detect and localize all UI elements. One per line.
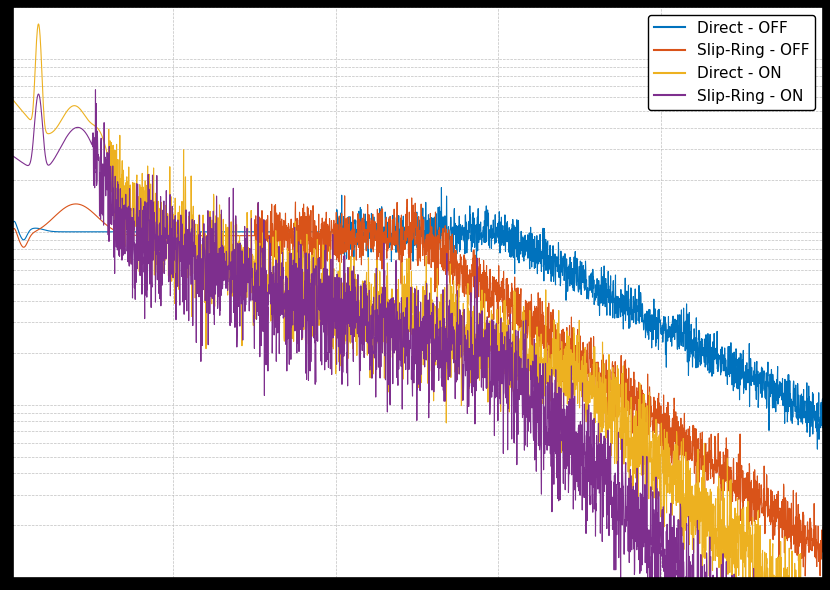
Direct - ON xyxy=(715,508,725,515)
Line: Direct - OFF: Direct - OFF xyxy=(12,188,823,449)
Direct - OFF xyxy=(715,356,725,363)
Direct - ON xyxy=(149,228,159,235)
Slip-Ring - ON xyxy=(100,153,110,160)
Slip-Ring - OFF xyxy=(354,235,364,242)
Slip-Ring - OFF xyxy=(100,220,110,227)
Direct - ON xyxy=(319,317,329,324)
Slip-Ring - OFF xyxy=(800,572,810,579)
Slip-Ring - ON xyxy=(319,265,329,272)
Direct - ON xyxy=(33,21,43,28)
Direct - OFF xyxy=(148,228,158,235)
Slip-Ring - ON xyxy=(354,333,364,340)
Direct - OFF xyxy=(818,422,828,430)
Direct - OFF xyxy=(319,228,329,235)
Direct - OFF xyxy=(354,217,364,224)
Line: Slip-Ring - OFF: Slip-Ring - OFF xyxy=(12,196,823,576)
Line: Slip-Ring - ON: Slip-Ring - ON xyxy=(12,90,823,590)
Direct - ON xyxy=(7,96,17,103)
Direct - OFF xyxy=(437,184,447,191)
Slip-Ring - OFF xyxy=(818,524,828,531)
Slip-Ring - OFF xyxy=(319,245,329,253)
Slip-Ring - OFF xyxy=(339,192,349,199)
Line: Direct - ON: Direct - ON xyxy=(12,24,823,590)
Slip-Ring - ON xyxy=(90,86,100,93)
Direct - ON xyxy=(354,283,364,290)
Direct - OFF xyxy=(803,417,813,424)
Slip-Ring - OFF xyxy=(715,448,725,455)
Slip-Ring - OFF xyxy=(7,226,17,233)
Direct - OFF xyxy=(100,228,110,235)
Legend: Direct - OFF, Slip-Ring - OFF, Direct - ON, Slip-Ring - ON: Direct - OFF, Slip-Ring - OFF, Direct - … xyxy=(648,15,815,110)
Direct - OFF xyxy=(813,445,823,453)
Slip-Ring - OFF xyxy=(148,232,158,239)
Direct - ON xyxy=(100,142,110,149)
Direct - OFF xyxy=(7,219,17,227)
Slip-Ring - ON xyxy=(7,152,17,159)
Slip-Ring - OFF xyxy=(803,518,813,525)
Slip-Ring - ON xyxy=(149,198,159,205)
